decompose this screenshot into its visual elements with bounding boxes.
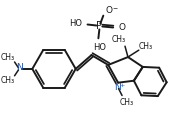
Text: HO: HO — [69, 19, 82, 28]
Text: HO: HO — [93, 43, 106, 52]
Text: CH₃: CH₃ — [1, 76, 15, 85]
Text: P: P — [96, 22, 102, 31]
Text: CH₃: CH₃ — [120, 98, 134, 107]
Text: CH₃: CH₃ — [112, 35, 126, 44]
Text: CH₃: CH₃ — [1, 53, 15, 62]
Text: N: N — [16, 63, 23, 72]
Text: O: O — [119, 23, 126, 32]
Text: +: + — [119, 83, 124, 88]
Text: CH₃: CH₃ — [139, 42, 153, 51]
Text: N: N — [114, 83, 121, 92]
Text: O: O — [106, 6, 113, 15]
Text: −: − — [112, 5, 117, 10]
